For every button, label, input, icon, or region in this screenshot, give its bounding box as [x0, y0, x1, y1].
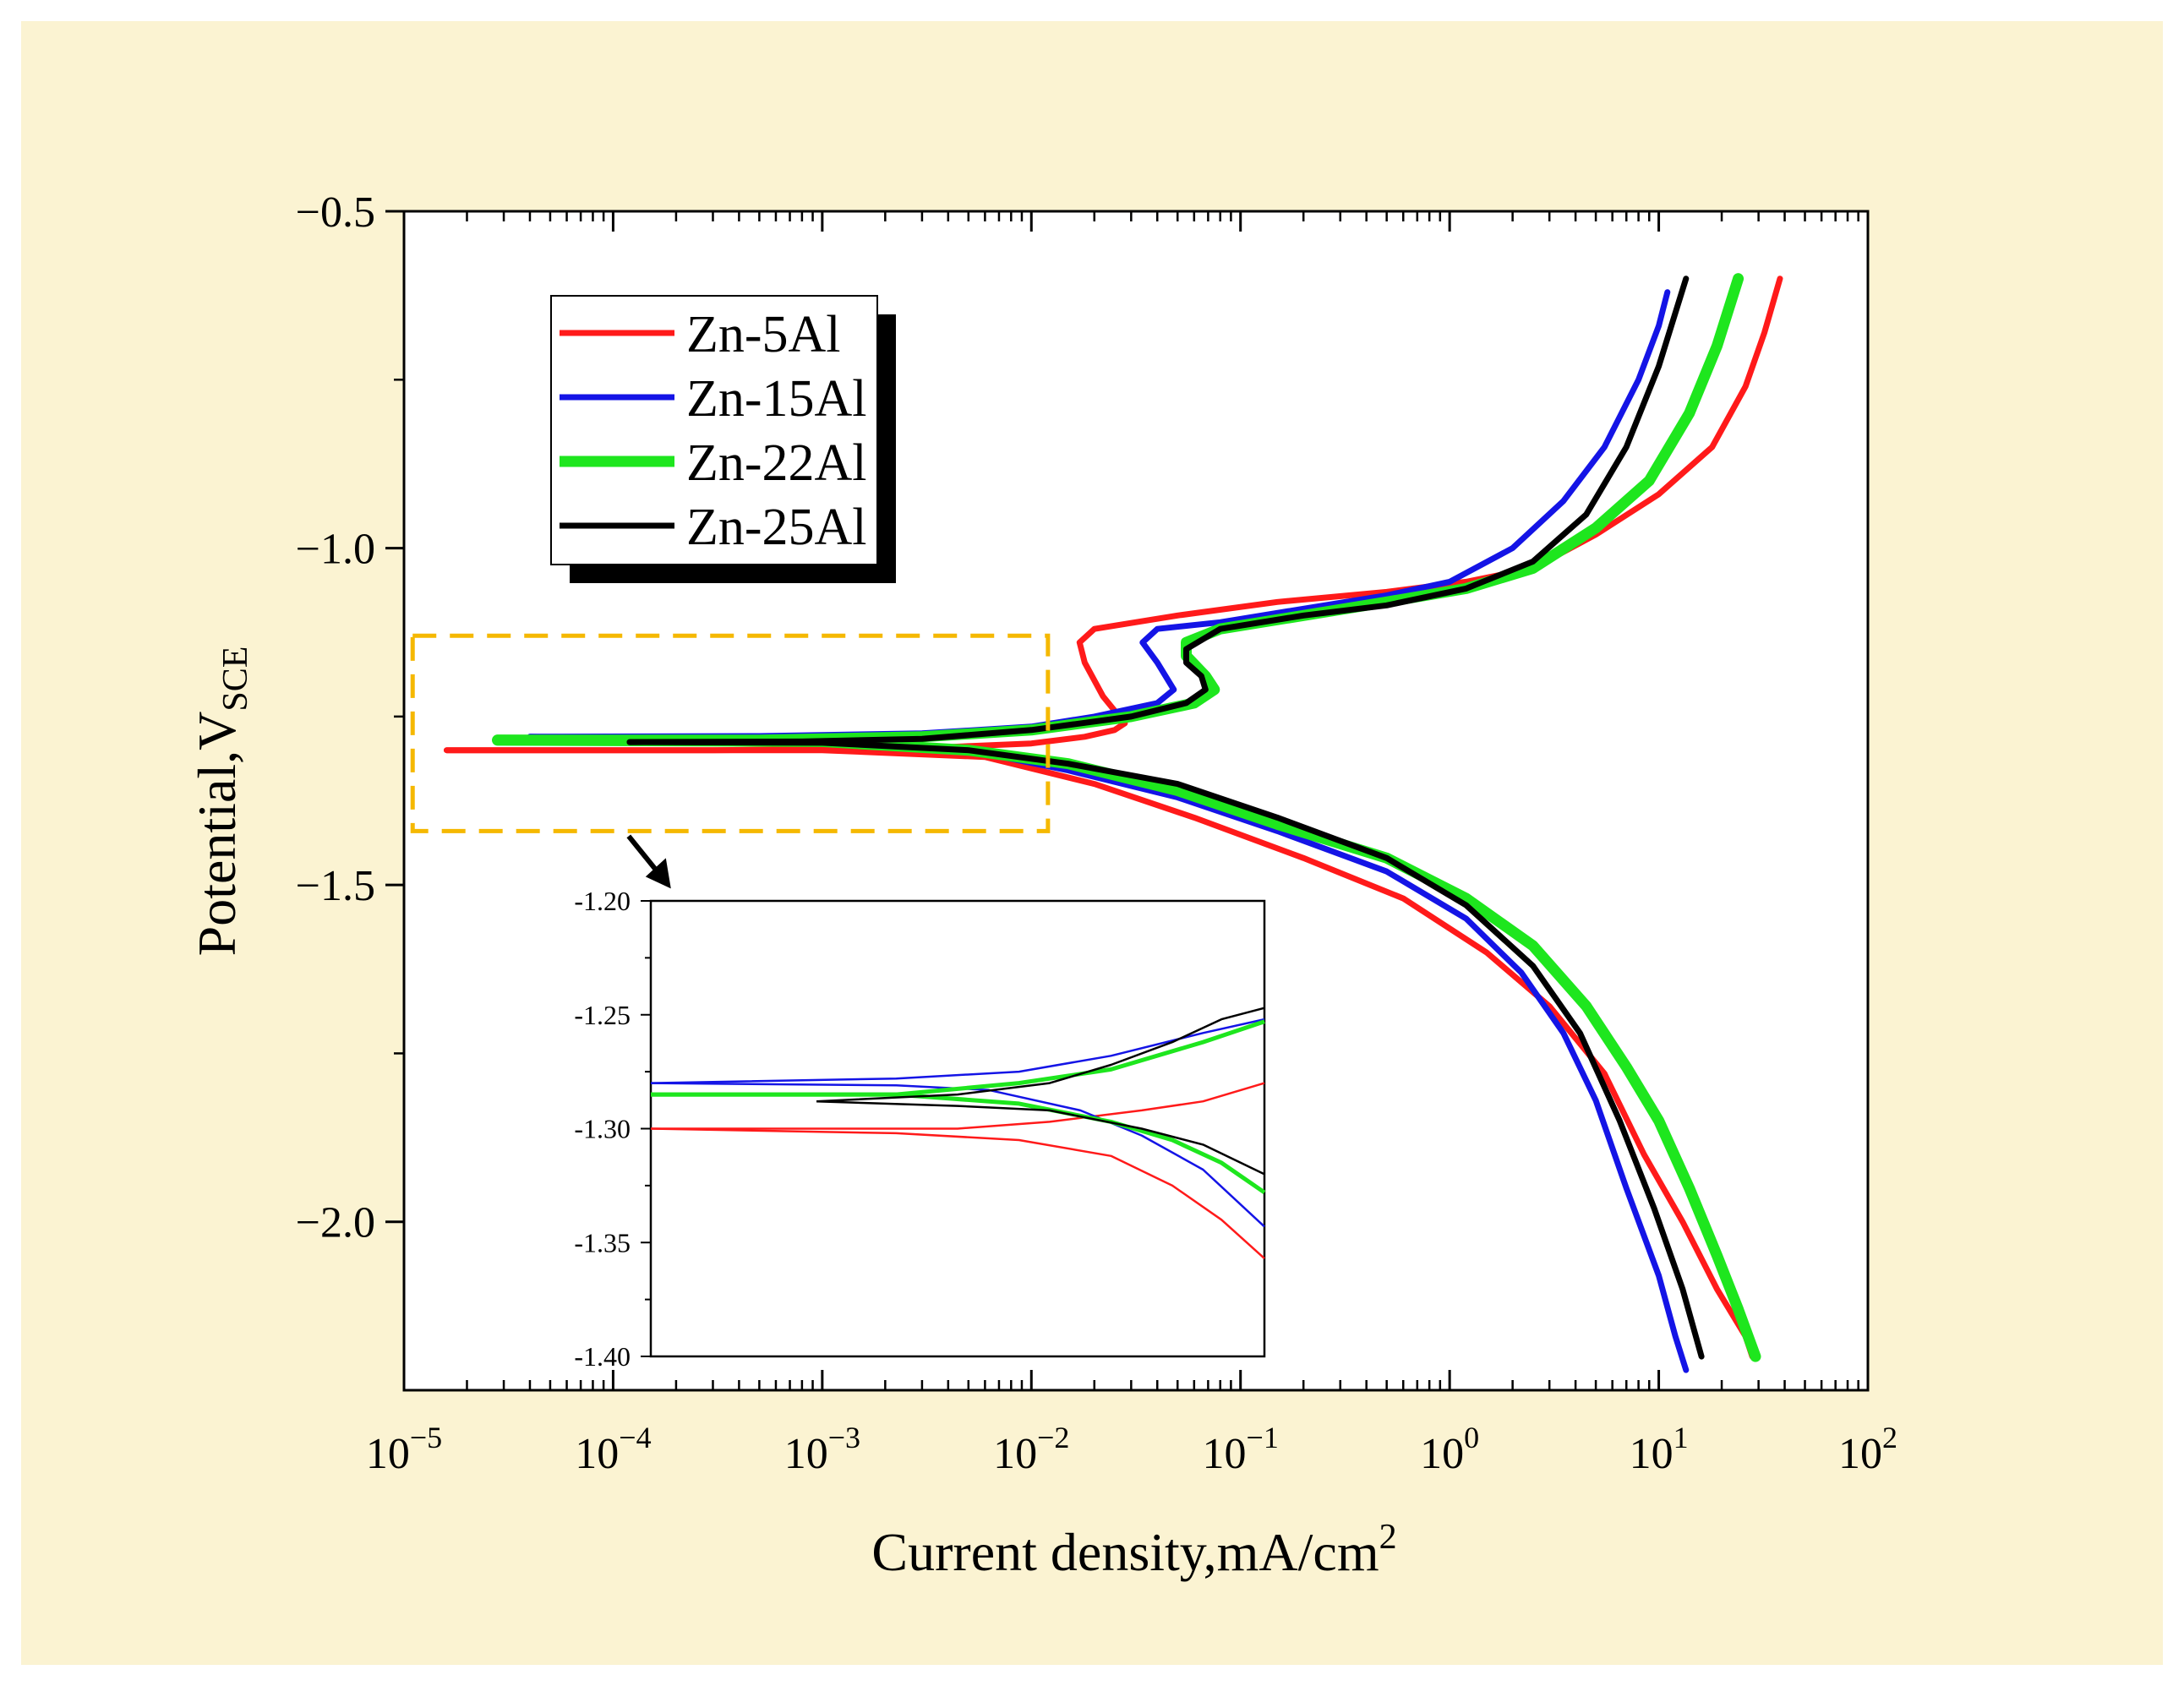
legend-label: Zn-22Al	[686, 434, 867, 492]
x-tick-label-base: 10	[993, 1430, 1037, 1478]
x-tick-label: 10−1	[1203, 1421, 1279, 1478]
inset-series-zn-15al-cathodic	[650, 1082, 1265, 1228]
y-tick-label: −1.0	[296, 526, 375, 574]
series-zn-5al-anodic	[444, 276, 1783, 754]
x-tick-label: 10−3	[784, 1421, 860, 1478]
inset-y-tick-label: -1.25	[574, 1000, 631, 1030]
inset-y-tick-label: -1.40	[574, 1341, 631, 1372]
x-tick-label-exponent: −4	[619, 1421, 651, 1454]
x-tick-label: 10−5	[366, 1421, 442, 1478]
x-tick-label-base: 10	[575, 1430, 619, 1478]
zoom-indicator	[410, 633, 1051, 889]
x-axis-title-sup: 2	[1379, 1518, 1397, 1557]
series-zn-25al-cathodic	[626, 739, 1705, 1360]
y-tick-label: −1.5	[296, 862, 375, 910]
x-tick-label-exponent: −3	[828, 1421, 860, 1454]
x-tick-label-exponent: 1	[1673, 1421, 1689, 1454]
legend-box	[550, 295, 878, 565]
x-tick-label-exponent: −2	[1037, 1421, 1069, 1454]
x-axis-title-text: Current density,mA/cm	[871, 1522, 1379, 1582]
x-tick-label-exponent: −1	[1247, 1421, 1279, 1454]
series-zn-5al-cathodic	[444, 747, 1755, 1360]
x-tick-label: 102	[1838, 1421, 1897, 1478]
zoom-arrow-head	[645, 858, 671, 889]
legend-label: Zn-5Al	[686, 306, 841, 363]
x-tick-label-exponent: 0	[1464, 1421, 1479, 1454]
inset-series-zn-15al-anodic	[650, 1018, 1265, 1084]
y-tick-label: −2.0	[296, 1199, 375, 1247]
x-tick-label: 10−2	[993, 1421, 1069, 1478]
inset-y-tick-label: -1.30	[574, 1114, 631, 1144]
inset-series-zn-5al-cathodic	[650, 1127, 1265, 1260]
x-tick-label-base: 10	[1630, 1430, 1673, 1478]
series-zn-25al-anodic	[626, 276, 1690, 745]
inset-y-tick-label: -1.35	[574, 1227, 631, 1258]
x-tick-label-base: 10	[1420, 1430, 1464, 1478]
x-tick-label-base: 10	[1203, 1430, 1247, 1478]
legend-label: Zn-25Al	[686, 499, 867, 556]
inset-series-zn-25al-anodic	[816, 1007, 1265, 1103]
inset-y-tick-label: -1.20	[574, 886, 631, 916]
inset-chart: -1.20 -1.25 -1.30 -1.35 -1.40	[574, 886, 1266, 1372]
x-axis: 10−5 10−4 10−3 10−2 10−1 100 101 102	[366, 211, 1897, 1478]
x-tick-label: 10−4	[575, 1421, 651, 1478]
inset-series-zn-25al-cathodic	[816, 1099, 1265, 1176]
x-tick-label-base: 10	[366, 1430, 410, 1478]
x-tick-label: 100	[1420, 1421, 1479, 1478]
legend: Zn-5Al Zn-15Al Zn-22Al Zn-25Al	[550, 295, 896, 583]
x-tick-label-exponent: 2	[1882, 1421, 1897, 1454]
y-axis-title-text: Potential,V	[187, 712, 247, 957]
x-tick-label-base: 10	[1838, 1430, 1882, 1478]
zoom-box	[410, 633, 1051, 833]
x-tick-label-exponent: −5	[410, 1421, 442, 1454]
y-tick-label: −0.5	[296, 188, 375, 237]
y-axis-title-sub: SCE	[216, 647, 255, 712]
y-axis: −0.5 −1.0 −1.5 −2.0	[296, 188, 404, 1247]
y-axis-title: Potential,VSCE	[187, 647, 255, 957]
x-axis-title: Current density,mA/cm2	[871, 1518, 1396, 1582]
x-tick-label: 101	[1630, 1421, 1689, 1478]
x-tick-label-base: 10	[784, 1430, 828, 1478]
legend-label: Zn-15Al	[686, 370, 867, 428]
